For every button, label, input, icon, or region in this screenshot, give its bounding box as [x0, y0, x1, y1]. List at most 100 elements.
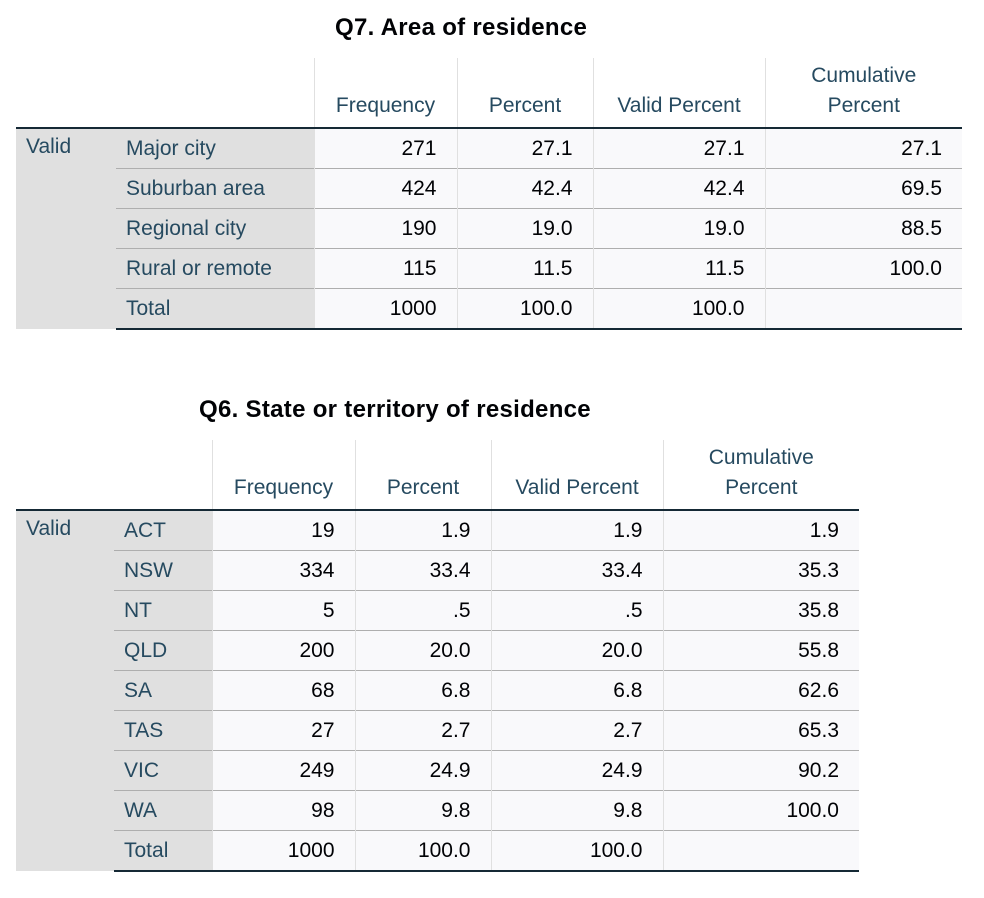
header-blank [116, 58, 314, 129]
frequency-cell: 5 [211, 590, 355, 631]
cumulative-percent-cell: 90.2 [662, 750, 859, 791]
cumulative-percent-cell [764, 288, 962, 330]
table-row: Valid Major city 271 27.1 27.1 27.1 [16, 128, 962, 329]
frequency-cell: 200 [211, 630, 355, 671]
frequency-cell: 1000 [313, 288, 457, 330]
valid-percent-cell: 6.8 [490, 670, 663, 711]
percent-cell: .5 [354, 590, 491, 631]
percent-cell: 11.5 [456, 248, 593, 289]
header-frequency: Frequency [211, 440, 355, 511]
row-label: NSW [114, 550, 212, 591]
header-blank [114, 440, 212, 511]
valid-percent-cell: 27.1 [592, 128, 765, 169]
frequency-cell: 98 [211, 790, 355, 831]
header-blank [16, 58, 116, 129]
row-label: SA [114, 670, 212, 711]
header-valid-percent: Valid Percent [592, 58, 765, 129]
valid-percent-cell: 9.8 [490, 790, 663, 831]
cumulative-percent-cell [662, 830, 859, 872]
row-label: ACT [114, 510, 212, 551]
row-label: WA [114, 790, 212, 831]
frequency-cell: 190 [313, 208, 457, 249]
row-label: QLD [114, 630, 212, 671]
header-blank [16, 440, 114, 511]
header-percent: Percent [456, 58, 593, 129]
percent-cell: 33.4 [354, 550, 491, 591]
table-row: QLD 200 20.0 20.0 55.8 [16, 630, 859, 671]
cumulative-percent-cell: 55.8 [662, 630, 859, 671]
header-frequency: Frequency [313, 58, 457, 129]
valid-percent-cell: 19.0 [592, 208, 765, 249]
frequency-cell: 27 [211, 710, 355, 751]
percent-cell: 1.9 [354, 510, 491, 551]
cumulative-percent-cell: 62.6 [662, 670, 859, 711]
percent-cell: 24.9 [354, 750, 491, 791]
row-label: Total [116, 288, 314, 330]
percent-cell: 20.0 [354, 630, 491, 671]
header-valid-percent: Valid Percent [490, 440, 663, 511]
row-label: Regional city [116, 208, 314, 249]
frequency-cell: 334 [211, 550, 355, 591]
row-label: TAS [114, 710, 212, 751]
frequency-cell: 115 [313, 248, 457, 289]
cumulative-percent-cell: 1.9 [662, 510, 859, 551]
frequency-table-q7: Frequency Percent Valid Percent Cumulati… [16, 58, 962, 330]
valid-percent-cell: 2.7 [490, 710, 663, 751]
frequency-cell: 271 [313, 128, 457, 169]
header-cumulative-percent: Cumulative Percent [662, 440, 859, 511]
table-row: Rural or remote 115 11.5 11.5 100.0 [16, 248, 962, 289]
percent-cell: 6.8 [354, 670, 491, 711]
valid-percent-cell: 11.5 [592, 248, 765, 289]
table-row: Suburban area 424 42.4 42.4 69.5 [16, 168, 962, 209]
cumulative-percent-cell: 35.8 [662, 590, 859, 631]
table-row: WA 98 9.8 9.8 100.0 [16, 790, 859, 831]
valid-percent-cell: 100.0 [592, 288, 765, 330]
row-label: Suburban area [116, 168, 314, 209]
cumulative-percent-cell: 69.5 [764, 168, 962, 209]
cumulative-percent-cell: 65.3 [662, 710, 859, 751]
percent-cell: 19.0 [456, 208, 593, 249]
valid-percent-cell: 100.0 [490, 830, 663, 872]
header-percent: Percent [354, 440, 491, 511]
valid-percent-cell: 33.4 [490, 550, 663, 591]
frequency-cell: 249 [211, 750, 355, 791]
row-label: VIC [114, 750, 212, 791]
table-row: TAS 27 2.7 2.7 65.3 [16, 710, 859, 751]
table-row: Total 1000 100.0 100.0 [16, 830, 859, 872]
valid-percent-cell: .5 [490, 590, 663, 631]
row-label: Total [114, 830, 212, 872]
row-label: NT [114, 590, 212, 631]
table-title-q6: Q6. State or territory of residence [199, 396, 591, 423]
valid-percent-cell: 20.0 [490, 630, 663, 671]
table-row: Regional city 190 19.0 19.0 88.5 [16, 208, 962, 249]
table-row: Total 1000 100.0 100.0 [16, 288, 962, 330]
cumulative-percent-cell: 27.1 [764, 128, 962, 169]
table-row: SA 68 6.8 6.8 62.6 [16, 670, 859, 711]
valid-percent-cell: 42.4 [592, 168, 765, 209]
table-row: Valid ACT 19 1.9 1.9 1.9 [16, 510, 859, 871]
row-group-label: Valid [16, 128, 116, 329]
table-row: NT 5.5.5 35.8 [16, 590, 859, 631]
percent-cell: 100.0 [354, 830, 491, 872]
percent-cell: 42.4 [456, 168, 593, 209]
frequency-table-q6: Frequency Percent Valid Percent Cumulati… [16, 440, 859, 872]
frequency-cell: 19 [211, 510, 355, 551]
header-cumulative-percent: Cumulative Percent [764, 58, 962, 129]
frequency-cell: 424 [313, 168, 457, 209]
cumulative-percent-cell: 35.3 [662, 550, 859, 591]
valid-percent-cell: 1.9 [490, 510, 663, 551]
row-label: Major city [116, 128, 314, 169]
percent-cell: 100.0 [456, 288, 593, 330]
table-row: VIC 249 24.9 24.9 90.2 [16, 750, 859, 791]
percent-cell: 2.7 [354, 710, 491, 751]
cumulative-percent-cell: 88.5 [764, 208, 962, 249]
percent-cell: 27.1 [456, 128, 593, 169]
cumulative-percent-cell: 100.0 [764, 248, 962, 289]
table-row: NSW 334 33.4 33.4 35.3 [16, 550, 859, 591]
table-title-q7: Q7. Area of residence [335, 14, 588, 41]
valid-percent-cell: 24.9 [490, 750, 663, 791]
percent-cell: 9.8 [354, 790, 491, 831]
frequency-cell: 68 [211, 670, 355, 711]
row-label: Rural or remote [116, 248, 314, 289]
row-group-label: Valid [16, 510, 114, 871]
